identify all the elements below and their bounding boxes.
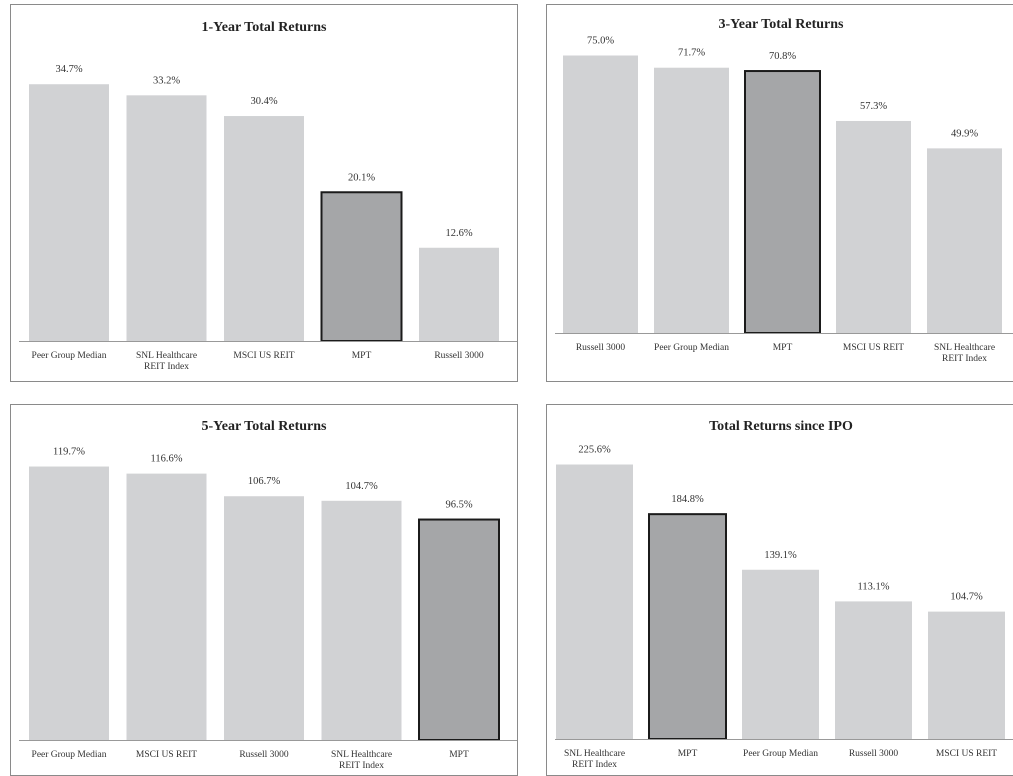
bar-russell-3000 bbox=[224, 496, 304, 740]
chart-title: 3-Year Total Returns bbox=[719, 17, 845, 32]
data-label: 30.4% bbox=[250, 96, 277, 107]
data-label: 34.7% bbox=[55, 64, 82, 75]
bar-msci-us-reit bbox=[836, 120, 911, 334]
data-label: 113.1% bbox=[858, 581, 890, 592]
category-label: Peer Group Median bbox=[32, 750, 107, 760]
data-label: 106.7% bbox=[248, 476, 281, 487]
category-label: Peer Group Median bbox=[743, 749, 818, 759]
bar-msci-us-reit bbox=[928, 611, 1005, 739]
category-label: Peer Group Median bbox=[654, 343, 729, 353]
bar-msci-us-reit bbox=[126, 473, 207, 740]
chart-panel-1-year: 1-Year Total Returns 34.7% Peer Group Medi… bbox=[10, 4, 518, 382]
chart-title: 1-Year Total Returns bbox=[202, 20, 328, 35]
bar-russell-3000 bbox=[563, 55, 638, 333]
category-label: SNL Healthcare bbox=[564, 749, 625, 759]
data-label: 49.9% bbox=[951, 128, 978, 139]
category-label: Russell 3000 bbox=[576, 343, 626, 353]
chart-panel-since-ipo: Total Returns since IPO 225.6% SNL Healthc… bbox=[546, 404, 1013, 776]
bar-peer-group-median bbox=[654, 67, 729, 334]
data-label: 139.1% bbox=[764, 550, 797, 561]
category-label: REIT Index bbox=[572, 760, 617, 770]
category-label: REIT Index bbox=[144, 362, 189, 372]
data-label: 57.3% bbox=[860, 101, 887, 112]
data-label: 225.6% bbox=[578, 445, 611, 456]
category-label: MPT bbox=[352, 351, 372, 361]
data-label: 71.7% bbox=[678, 48, 705, 59]
category-label: MSCI US REIT bbox=[843, 343, 904, 353]
category-label: Russell 3000 bbox=[239, 750, 289, 760]
data-label: 184.8% bbox=[671, 494, 704, 505]
data-label: 20.1% bbox=[348, 172, 375, 183]
category-label: SNL Healthcare bbox=[331, 750, 392, 760]
bar-russell-3000 bbox=[835, 601, 912, 739]
category-label: REIT Index bbox=[942, 354, 987, 364]
chart-since-ipo-svg: Total Returns since IPO 225.6% SNL Healthc… bbox=[555, 419, 1013, 770]
bar-peer-group-median bbox=[29, 84, 109, 341]
bar-snl-healthcare-reit-index bbox=[556, 464, 633, 739]
data-label: 104.7% bbox=[345, 481, 378, 492]
bar-mpt bbox=[320, 191, 403, 342]
category-label: MSCI US REIT bbox=[136, 750, 197, 760]
bar-snl-healthcare-reit-index bbox=[321, 500, 402, 740]
category-label: Russell 3000 bbox=[849, 749, 899, 759]
chart-1-year-svg: 1-Year Total Returns 34.7% Peer Group Medi… bbox=[19, 20, 517, 372]
data-label: 116.6% bbox=[151, 454, 183, 465]
bar-peer-group-median bbox=[742, 569, 819, 739]
category-label: SNL Healthcare bbox=[934, 343, 995, 353]
category-label: MSCI US REIT bbox=[936, 749, 997, 759]
bar-peer-group-median bbox=[29, 466, 109, 740]
data-label: 12.6% bbox=[445, 228, 472, 239]
chart-5-year-svg: 5-Year Total Returns 119.7% Peer Group Med… bbox=[19, 419, 517, 771]
bar-msci-us-reit bbox=[224, 116, 304, 341]
data-label: 33.2% bbox=[153, 75, 180, 86]
bar-mpt bbox=[648, 513, 727, 740]
bar-snl-healthcare-reit-index bbox=[126, 95, 207, 341]
chart-title: Total Returns since IPO bbox=[709, 419, 853, 434]
data-label: 70.8% bbox=[769, 51, 796, 62]
chart-panel-5-year: 5-Year Total Returns 119.7% Peer Group Med… bbox=[10, 404, 518, 776]
category-label: MPT bbox=[773, 343, 793, 353]
data-label: 96.5% bbox=[445, 500, 472, 511]
data-label: 75.0% bbox=[587, 36, 614, 47]
category-label: MPT bbox=[449, 750, 469, 760]
chart-title: 5-Year Total Returns bbox=[202, 419, 328, 434]
data-label: 104.7% bbox=[950, 592, 983, 603]
chart-panel-3-year: 3-Year Total Returns 75.0% Russell 3000 71.… bbox=[546, 4, 1013, 382]
bar-mpt bbox=[744, 70, 821, 334]
category-label: REIT Index bbox=[339, 761, 384, 771]
bar-snl-healthcare-reit-index bbox=[927, 148, 1002, 333]
category-label: SNL Healthcare bbox=[136, 351, 197, 361]
bar-mpt bbox=[418, 518, 500, 741]
category-label: MPT bbox=[678, 749, 698, 759]
bar-russell-3000 bbox=[419, 247, 499, 341]
category-label: Russell 3000 bbox=[434, 351, 484, 361]
category-label: MSCI US REIT bbox=[233, 351, 294, 361]
data-label: 119.7% bbox=[53, 447, 85, 458]
chart-3-year-svg: 3-Year Total Returns 75.0% Russell 3000 71.… bbox=[555, 17, 1013, 364]
category-label: Peer Group Median bbox=[32, 351, 107, 361]
